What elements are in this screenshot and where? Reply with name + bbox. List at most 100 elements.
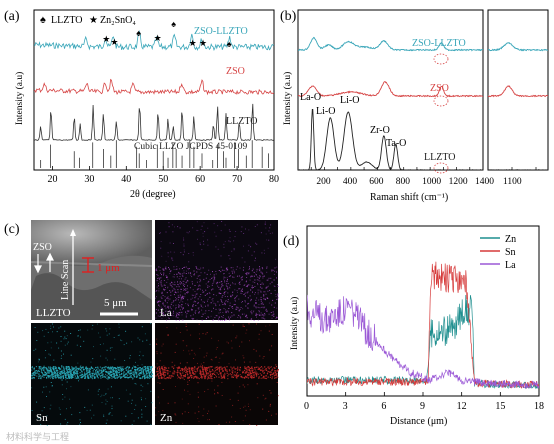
eds-dot xyxy=(231,367,233,369)
eds-dot xyxy=(232,370,234,372)
eds-dot xyxy=(206,293,208,295)
eds-dot xyxy=(162,343,164,345)
eds-dot xyxy=(270,312,272,313)
eds-dot xyxy=(72,369,74,371)
eds-dot xyxy=(227,292,229,294)
eds-dot xyxy=(163,269,165,271)
eds-dot xyxy=(204,301,205,303)
eds-dot xyxy=(138,373,140,376)
panel-a-legend: ♠ LLZTO ★ Zn₂SnO₄ xyxy=(40,14,136,26)
eds-dot xyxy=(234,297,236,299)
eds-dot xyxy=(162,371,164,373)
eds-dot xyxy=(200,305,202,307)
eds-dot xyxy=(242,420,244,422)
eds-dot xyxy=(173,251,175,253)
eds-dot xyxy=(178,376,180,378)
eds-dot xyxy=(239,316,241,318)
eds-dot xyxy=(184,266,186,268)
eds-dot xyxy=(189,287,191,289)
eds-dot xyxy=(136,375,138,377)
eds-dot xyxy=(165,367,168,369)
eds-dot xyxy=(160,280,162,282)
eds-dot xyxy=(246,277,248,278)
eds-dot xyxy=(71,374,74,376)
eds-dot xyxy=(246,272,248,274)
eds-dot xyxy=(63,372,65,374)
eds-dot xyxy=(203,369,205,371)
eds-dot xyxy=(74,377,76,379)
eds-dot xyxy=(261,267,263,269)
eds-dot xyxy=(215,282,217,284)
eds-dot xyxy=(193,373,195,376)
peak-la-o: La-O xyxy=(300,92,321,103)
eds-dot xyxy=(262,377,264,379)
eds-dot xyxy=(163,289,165,291)
eds-dot xyxy=(148,369,150,371)
eds-dot xyxy=(182,377,184,379)
eds-dot xyxy=(156,351,158,353)
eds-dot xyxy=(35,348,37,350)
eds-dot xyxy=(205,333,207,335)
eds-dot xyxy=(220,375,222,377)
eds-dot xyxy=(132,373,134,375)
eds-dot xyxy=(236,335,238,337)
peak-marker-icon: ★ xyxy=(102,34,110,44)
eds-dot xyxy=(229,258,231,260)
eds-dot xyxy=(208,410,210,412)
eds-dot xyxy=(219,316,220,318)
circle-zso-llzto xyxy=(433,53,449,65)
eds-dot xyxy=(176,370,178,372)
eds-dot xyxy=(106,377,108,379)
eds-dot xyxy=(49,376,51,378)
eds-dot xyxy=(181,311,183,313)
eds-dot xyxy=(260,290,262,292)
eds-dot xyxy=(206,332,208,334)
eds-dot xyxy=(191,309,192,311)
eds-dot xyxy=(226,370,228,373)
eds-dot xyxy=(277,294,279,296)
eds-dot xyxy=(105,328,107,330)
eds-dot xyxy=(48,375,50,377)
eds-dot xyxy=(112,372,115,374)
eds-dot xyxy=(229,241,231,243)
eds-dot xyxy=(203,408,205,410)
eds-dot xyxy=(64,373,66,375)
eds-dot xyxy=(99,375,101,377)
eds-dot xyxy=(176,373,179,375)
eds-dot xyxy=(40,375,42,377)
eds-dot xyxy=(195,368,197,370)
eds-dot xyxy=(216,315,218,317)
eds-dot xyxy=(141,372,143,374)
eds-dot xyxy=(229,284,231,286)
eds-dot xyxy=(67,421,69,423)
eds-dot xyxy=(232,324,234,326)
eds-dot xyxy=(243,406,245,408)
eds-dot xyxy=(256,316,257,318)
eds-dot xyxy=(69,376,71,378)
eds-dot xyxy=(273,315,275,317)
eds-dot xyxy=(254,226,256,227)
eds-dot xyxy=(240,231,242,233)
eds-dot xyxy=(160,352,162,354)
eds-dot xyxy=(249,340,250,342)
eds-dot xyxy=(163,374,165,377)
eds-dot xyxy=(274,374,276,376)
eds-dot xyxy=(81,375,83,377)
eds-dot xyxy=(221,377,223,379)
eds-dot xyxy=(105,393,107,395)
eds-dot xyxy=(148,368,151,370)
eds-dot xyxy=(183,272,185,274)
eds-dot xyxy=(205,305,206,307)
eds-dot xyxy=(204,312,206,314)
eds-dot xyxy=(190,315,192,317)
eds-dot xyxy=(179,362,181,364)
eds-dot xyxy=(146,420,148,422)
eds-dot xyxy=(97,368,99,370)
eds-dot xyxy=(240,290,242,292)
eds-dot xyxy=(221,286,222,288)
eds-dot xyxy=(158,290,160,292)
eds-dot xyxy=(232,282,233,284)
eds-dot xyxy=(263,249,265,251)
eds-dot xyxy=(136,371,138,373)
eds-dot xyxy=(93,375,95,377)
